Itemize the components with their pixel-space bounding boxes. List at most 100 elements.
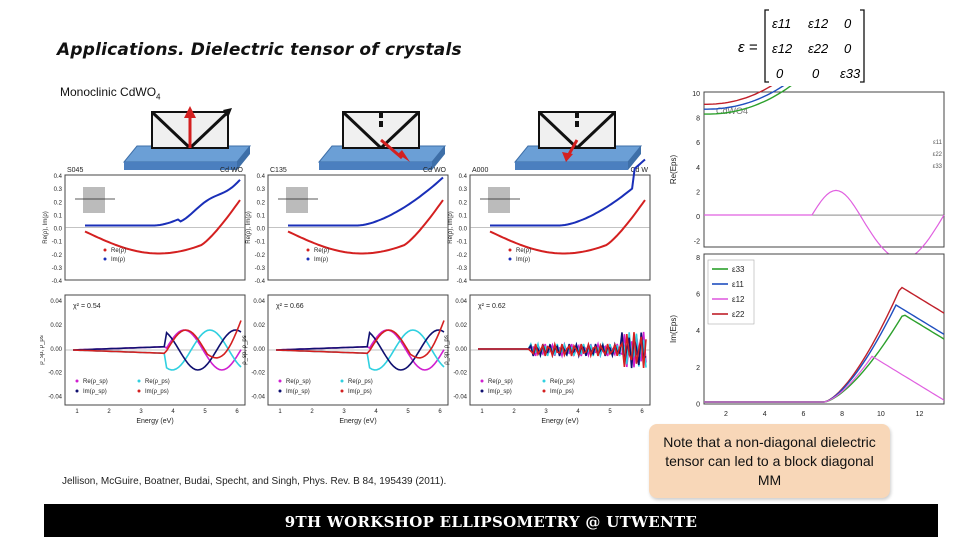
matrix-right-bracket — [860, 9, 865, 83]
legend-label: Re(ρ_ps) — [550, 379, 575, 385]
curve-label: ε11 — [933, 140, 943, 146]
y-tick-label: 0.02 — [253, 323, 265, 329]
y-tick-label: 0.2 — [459, 200, 468, 206]
y-tick-label: 0.3 — [459, 187, 468, 193]
dielectric-function-figure: 10 8 6 4 2 0 -2 CdWO4 Re(Eps) ε11 ε22 ε33 ε12 8 6 4 2 0 2 4… — [669, 86, 945, 418]
y-tick-label: 0.2 — [257, 200, 266, 206]
im-rho-curve — [287, 199, 444, 255]
x-axis-label: Energy (eV) — [136, 418, 173, 425]
y-tick-label: 8 — [696, 116, 700, 123]
legend-marker — [508, 257, 512, 261]
y-axis-label: Re(Eps) — [669, 154, 678, 184]
material-label: Cd WO — [423, 167, 447, 174]
y-tick-label: -0.3 — [52, 266, 63, 272]
subtitle: Monoclinic CdWO4 — [60, 85, 160, 101]
sample-illustration-3 — [513, 110, 643, 170]
sample-illustration-1 — [122, 106, 252, 170]
note-callout: Note that a non-diagonal dielectric tens… — [649, 424, 890, 498]
y-tick-label: 0.1 — [459, 213, 468, 219]
matrix-lhs: ε = — [738, 39, 758, 56]
matrix-cell: ε12 — [808, 16, 829, 31]
eps22-re-curve — [704, 86, 773, 105]
im-rho-curve — [489, 199, 646, 255]
legend-label: Re(ρ_sp) — [286, 379, 311, 385]
x-tick-label: 2 — [107, 409, 111, 415]
curve-label: ε33 — [933, 164, 943, 170]
y-tick-label: -0.02 — [251, 371, 265, 377]
chi-square-label: χ² = 0.62 — [478, 303, 506, 310]
measurement-figure: 0.4 0.3 0.2 0.1 0.0 -0.1 -0.2 -0.3 -0.4 S045 Cd WO… — [40, 106, 651, 425]
x-tick-label: 5 — [406, 409, 410, 415]
matrix-cell: ε33 — [840, 66, 861, 81]
re-rho-curve — [288, 176, 444, 227]
x-tick-label: 4 — [374, 409, 378, 415]
sample-label: A000 — [472, 167, 488, 174]
legend-marker — [306, 257, 310, 261]
y-tick-label: -0.4 — [457, 279, 468, 285]
sample-illustration-2 — [317, 110, 447, 170]
y-tick-label: -0.04 — [251, 395, 265, 401]
material-label: Cd WO — [220, 167, 244, 174]
y-tick-label: 0.00 — [50, 347, 62, 353]
legend-label: Re(ρ_ps) — [348, 379, 373, 385]
y-tick-label: 4 — [696, 165, 700, 172]
legend-label: Im(ρ) — [111, 257, 125, 263]
y-tick-label: 0.1 — [54, 213, 63, 219]
legend-label: ε33 — [732, 265, 745, 274]
geometry-inset — [286, 187, 308, 213]
legend-label: Re(ρ) — [516, 248, 531, 254]
y-tick-label: 0.02 — [455, 323, 467, 329]
matrix-cell: ε22 — [808, 41, 829, 56]
geometry-inset — [488, 187, 510, 213]
y-tick-label: -0.2 — [52, 253, 63, 259]
y-tick-label: 0.2 — [54, 200, 63, 206]
x-tick-label: 5 — [608, 409, 612, 415]
material-label: CdWO4 — [716, 106, 748, 116]
matrix-cell: ε11 — [772, 16, 791, 31]
x-tick-label: 2 — [310, 409, 314, 415]
x-axis-label: Energy (eV) — [339, 418, 376, 425]
legend-marker — [278, 389, 282, 393]
matrix-cell: 0 — [844, 16, 852, 31]
legend-marker — [306, 248, 310, 252]
y-tick-label: 6 — [696, 292, 700, 299]
y-tick-label: 0.04 — [455, 299, 467, 305]
footer-bar: 9TH WORKSHOP ELLIPSOMETRY @ UTWENTE — [44, 504, 938, 537]
x-tick-label: 4 — [763, 411, 767, 418]
re-rho-curve — [490, 158, 646, 227]
y-tick-label: -0.4 — [255, 279, 266, 285]
matrix-left-bracket — [764, 9, 769, 83]
x-tick-label: 3 — [139, 409, 143, 415]
legend-marker — [542, 379, 546, 383]
y-tick-label: 0.0 — [459, 227, 468, 233]
y-tick-label: -0.02 — [453, 371, 467, 377]
y-tick-label: 6 — [696, 140, 700, 147]
legend-marker — [340, 389, 344, 393]
y-tick-label: -0.3 — [457, 266, 468, 272]
dielectric-tensor-matrix: ε = ε11 ε12 0 ε12 ε22 0 0 0 ε33 — [736, 6, 876, 86]
y-tick-label: -0.02 — [48, 371, 62, 377]
matrix-cell: 0 — [844, 41, 852, 56]
legend-marker — [103, 248, 107, 252]
footer-text: 9TH WORKSHOP ELLIPSOMETRY @ UTWENTE — [284, 513, 698, 531]
sample-label: S045 — [67, 167, 83, 174]
y-tick-label: -0.2 — [457, 253, 468, 259]
legend-label: Re(ρ_sp) — [488, 379, 513, 385]
subtitle-sub: 4 — [156, 92, 161, 102]
legend-marker — [75, 389, 79, 393]
y-axis-label: ρ_sp, ρ_ps — [242, 335, 248, 365]
x-tick-label: 6 — [235, 409, 239, 415]
legend-marker — [137, 379, 141, 383]
x-tick-label: 1 — [480, 409, 484, 415]
y-tick-label: 4 — [696, 328, 700, 335]
y-tick-label: -0.4 — [52, 279, 63, 285]
legend-marker — [137, 389, 141, 393]
legend-label: Re(ρ_sp) — [83, 379, 108, 385]
y-axis-label: Re(ρ), Im(ρ) — [246, 211, 252, 244]
x-tick-label: 8 — [840, 411, 844, 418]
x-tick-label: 10 — [877, 411, 885, 418]
legend-label: Im(ρ) — [314, 257, 328, 263]
im-rho-curve — [84, 199, 241, 255]
y-tick-label: 0.00 — [253, 347, 265, 353]
legend-label: Re(ρ) — [314, 248, 329, 254]
